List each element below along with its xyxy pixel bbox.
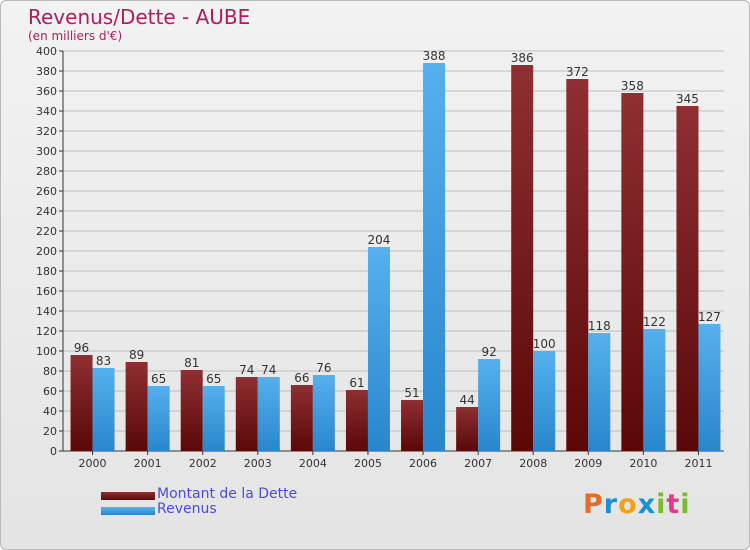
data-label-dette: 89 xyxy=(129,348,144,362)
data-label-revenus: 127 xyxy=(698,310,721,324)
x-tick-label: 2001 xyxy=(134,457,162,470)
bar-revenus xyxy=(147,386,170,451)
proxiti-logo: Proxiti xyxy=(583,489,691,520)
x-tick-label: 2004 xyxy=(299,457,327,470)
y-tick-label: 300 xyxy=(36,145,57,158)
y-tick-label: 220 xyxy=(36,225,57,238)
data-label-dette: 345 xyxy=(676,92,699,106)
logo-letter: P xyxy=(583,489,604,520)
logo-letter: x xyxy=(637,489,657,520)
bar-dette xyxy=(235,377,258,451)
x-tick-label: 2005 xyxy=(354,457,382,470)
bar-revenus xyxy=(257,377,280,451)
data-label-revenus: 100 xyxy=(533,337,556,351)
data-label-dette: 61 xyxy=(349,376,364,390)
y-tick-label: 160 xyxy=(36,285,57,298)
y-tick-label: 180 xyxy=(36,265,57,278)
y-tick-label: 20 xyxy=(43,425,57,438)
bar-revenus xyxy=(202,386,225,451)
bar-revenus xyxy=(643,329,666,451)
legend-swatch-dette xyxy=(101,492,155,500)
data-label-revenus: 65 xyxy=(151,372,166,386)
data-label-dette: 44 xyxy=(459,393,474,407)
x-tick-label: 2006 xyxy=(409,457,437,470)
x-tick-label: 2011 xyxy=(684,457,712,470)
data-label-dette: 66 xyxy=(294,371,309,385)
y-tick-label: 80 xyxy=(43,365,57,378)
data-label-revenus: 204 xyxy=(368,233,391,247)
data-label-revenus: 83 xyxy=(96,354,111,368)
x-tick-label: 2009 xyxy=(574,457,602,470)
bar-dette xyxy=(621,93,644,451)
data-label-revenus: 76 xyxy=(316,361,331,375)
bar-revenus xyxy=(92,368,115,451)
chart-subtitle: (en milliers d'€) xyxy=(28,29,123,43)
data-label-revenus: 118 xyxy=(588,319,611,333)
data-label-revenus: 122 xyxy=(643,315,666,329)
y-tick-label: 200 xyxy=(36,245,57,258)
bar-dette xyxy=(401,400,424,451)
y-tick-label: 280 xyxy=(36,165,57,178)
data-label-revenus: 74 xyxy=(261,363,276,377)
y-tick-label: 380 xyxy=(36,65,57,78)
legend-label-revenus: Revenus xyxy=(157,501,217,517)
legend-swatch-revenus xyxy=(101,507,155,515)
data-label-dette: 51 xyxy=(404,386,419,400)
bar-revenus xyxy=(312,375,335,451)
bar-dette xyxy=(290,385,313,451)
logo-letter: r xyxy=(603,489,619,520)
bar-revenus xyxy=(533,351,556,451)
data-label-dette: 74 xyxy=(239,363,254,377)
x-tick-label: 2008 xyxy=(519,457,547,470)
y-tick-label: 240 xyxy=(36,205,57,218)
bar-revenus xyxy=(423,63,446,451)
bar-dette xyxy=(456,407,479,451)
y-tick-label: 260 xyxy=(36,185,57,198)
data-label-revenus: 65 xyxy=(206,372,221,386)
x-tick-label: 2002 xyxy=(189,457,217,470)
data-label-revenus: 388 xyxy=(423,49,446,63)
x-tick-label: 2000 xyxy=(79,457,107,470)
bar-dette xyxy=(566,79,589,451)
y-tick-label: 400 xyxy=(36,45,57,58)
y-tick-label: 0 xyxy=(50,445,57,458)
data-label-dette: 358 xyxy=(621,79,644,93)
y-tick-label: 40 xyxy=(43,405,57,418)
x-tick-label: 2003 xyxy=(244,457,272,470)
logo-letter: o xyxy=(618,489,638,520)
bar-revenus xyxy=(367,247,390,451)
logo-letter: t xyxy=(666,489,681,520)
bar-dette xyxy=(676,106,699,451)
data-label-dette: 386 xyxy=(511,51,534,65)
bar-revenus xyxy=(698,324,721,451)
bar-revenus xyxy=(588,333,611,451)
data-label-dette: 81 xyxy=(184,356,199,370)
data-label-dette: 372 xyxy=(566,65,589,79)
chart-title: Revenus/Dette - AUBE xyxy=(28,5,251,29)
bar-revenus xyxy=(478,359,501,451)
logo-letter: i xyxy=(656,489,667,520)
bar-dette xyxy=(345,390,368,451)
y-tick-label: 340 xyxy=(36,105,57,118)
y-tick-label: 320 xyxy=(36,125,57,138)
x-tick-label: 2010 xyxy=(629,457,657,470)
y-tick-label: 60 xyxy=(43,385,57,398)
y-tick-label: 140 xyxy=(36,305,57,318)
legend-label-dette: Montant de la Dette xyxy=(157,486,298,502)
logo-letter: i xyxy=(680,489,691,520)
y-tick-label: 100 xyxy=(36,345,57,358)
y-tick-label: 360 xyxy=(36,85,57,98)
x-tick-label: 2007 xyxy=(464,457,492,470)
bar-dette xyxy=(125,362,148,451)
bar-dette xyxy=(511,65,534,451)
y-tick-label: 120 xyxy=(36,325,57,338)
bar-dette xyxy=(180,370,203,451)
bar-dette xyxy=(70,355,93,451)
data-label-dette: 96 xyxy=(74,341,89,355)
data-label-revenus: 92 xyxy=(481,345,496,359)
